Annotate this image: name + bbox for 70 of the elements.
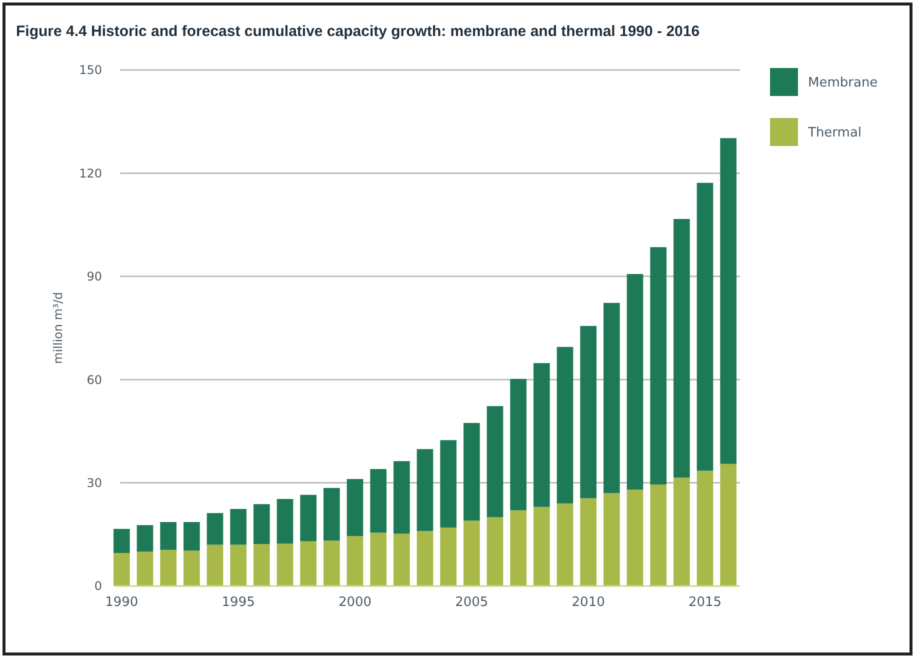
- bar: [674, 218, 690, 478]
- x-tick-label: 1990: [105, 595, 138, 610]
- bar: [114, 552, 130, 586]
- x-tick-label: 2005: [455, 595, 488, 610]
- chart-title: Figure 4.4 Historic and forecast cumulative capacity growth: membrane and thermal 1990 - 2016: [16, 23, 700, 40]
- bar: [556, 346, 574, 504]
- bar: [626, 274, 644, 490]
- y-tick-label: 150: [79, 63, 102, 78]
- bar: [556, 503, 574, 586]
- bar: [626, 490, 644, 586]
- x-tick-label: 2010: [572, 595, 605, 610]
- bar: [394, 461, 410, 534]
- bar: [534, 363, 550, 507]
- bar: [696, 470, 714, 586]
- bar: [486, 406, 504, 518]
- bar: [254, 544, 270, 586]
- y-axis-title: million m³/d: [51, 292, 65, 364]
- x-tick-label: 2015: [688, 595, 722, 610]
- bar: [604, 302, 620, 494]
- bar: [696, 182, 714, 471]
- bar: [254, 504, 270, 544]
- y-tick-label: 90: [86, 270, 102, 284]
- bar: [276, 498, 294, 544]
- bar: [136, 552, 154, 586]
- bar: [534, 506, 550, 586]
- bar: [184, 550, 200, 586]
- y-tick-label: 60: [86, 372, 102, 387]
- bar: [136, 525, 154, 552]
- bar: [300, 494, 316, 542]
- bar: [486, 517, 504, 586]
- bar: [510, 378, 526, 510]
- bar: [580, 326, 596, 498]
- bar: [114, 528, 130, 553]
- bar: [464, 422, 480, 521]
- bar: [674, 478, 690, 586]
- bar: [230, 544, 246, 586]
- legend-label: Thermal: [807, 126, 862, 141]
- bar: [300, 541, 316, 586]
- bar: [464, 520, 480, 586]
- bar: [206, 513, 224, 545]
- bar: [370, 532, 386, 586]
- bar: [580, 498, 596, 586]
- bar: [160, 550, 176, 586]
- bar: [720, 464, 736, 586]
- bar: [440, 528, 456, 586]
- bar: [650, 484, 666, 586]
- bar: [346, 536, 364, 586]
- bar: [276, 544, 294, 586]
- bar: [206, 544, 224, 586]
- bar: [604, 493, 620, 586]
- bar: [440, 440, 456, 528]
- bar: [346, 479, 364, 536]
- bar: [370, 469, 386, 533]
- bar: [720, 138, 736, 464]
- bar: [324, 540, 340, 586]
- bar: [160, 522, 176, 550]
- legend-label: Membrane: [808, 76, 878, 91]
- bar: [394, 534, 410, 586]
- y-tick-label: 0: [94, 579, 102, 594]
- bar: [184, 522, 200, 551]
- bar: [650, 247, 666, 485]
- y-tick-label: 30: [86, 476, 102, 490]
- y-tick-label: 120: [79, 166, 102, 180]
- bar: [416, 530, 434, 586]
- bar: [510, 510, 526, 586]
- bar: [416, 449, 434, 531]
- x-tick-label: 2000: [338, 595, 372, 610]
- x-tick-label: 1995: [222, 595, 255, 610]
- bar: [324, 488, 340, 541]
- bar: [230, 508, 246, 545]
